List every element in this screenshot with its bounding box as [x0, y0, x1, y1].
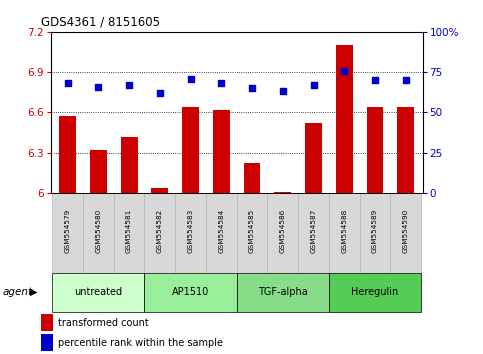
Text: ▶: ▶ [30, 287, 38, 297]
Text: GSM554588: GSM554588 [341, 209, 347, 253]
Bar [237, 273, 329, 312]
Bar [144, 273, 237, 312]
Point [402, 78, 410, 83]
Bar [268, 193, 298, 273]
Text: agent: agent [2, 287, 32, 297]
Bar [329, 193, 360, 273]
Text: GSM554585: GSM554585 [249, 209, 255, 253]
Point [125, 82, 133, 88]
Text: GSM554583: GSM554583 [187, 209, 194, 253]
Bar [151, 188, 168, 193]
Bar [243, 164, 260, 193]
Bar [329, 273, 421, 312]
Bar [397, 107, 414, 193]
Point [371, 78, 379, 83]
Bar [336, 45, 353, 193]
Text: GSM554582: GSM554582 [157, 209, 163, 253]
Bar [274, 192, 291, 193]
Bar [52, 273, 144, 312]
Bar [144, 193, 175, 273]
Bar [213, 110, 230, 193]
Text: Heregulin: Heregulin [351, 287, 398, 297]
Point [341, 68, 348, 73]
Text: GSM554580: GSM554580 [95, 209, 101, 253]
Text: GSM554579: GSM554579 [65, 209, 71, 253]
Bar [41, 314, 53, 331]
Bar [390, 193, 421, 273]
Bar [52, 193, 83, 273]
Bar [206, 193, 237, 273]
Bar [83, 193, 114, 273]
Text: GDS4361 / 8151605: GDS4361 / 8151605 [41, 15, 160, 28]
Text: TGF-alpha: TGF-alpha [258, 287, 308, 297]
Text: untreated: untreated [74, 287, 122, 297]
Point [156, 90, 164, 96]
Bar [114, 193, 144, 273]
Point [279, 88, 286, 94]
Bar [121, 137, 138, 193]
Text: GSM554590: GSM554590 [403, 209, 409, 253]
Text: GSM554586: GSM554586 [280, 209, 286, 253]
Text: GSM554581: GSM554581 [126, 209, 132, 253]
Point [187, 76, 195, 81]
Bar [237, 193, 268, 273]
Text: transformed count: transformed count [58, 318, 149, 327]
Point [310, 82, 317, 88]
Point [64, 81, 71, 86]
Text: GSM554587: GSM554587 [311, 209, 316, 253]
Bar [360, 193, 390, 273]
Text: AP1510: AP1510 [172, 287, 209, 297]
Point [217, 81, 225, 86]
Text: GSM554589: GSM554589 [372, 209, 378, 253]
Bar [298, 193, 329, 273]
Text: GSM554584: GSM554584 [218, 209, 224, 253]
Bar [175, 193, 206, 273]
Text: percentile rank within the sample: percentile rank within the sample [58, 337, 223, 348]
Bar [182, 107, 199, 193]
Bar [90, 150, 107, 193]
Bar [59, 116, 76, 193]
Point [95, 84, 102, 90]
Bar [41, 335, 53, 350]
Bar [367, 107, 384, 193]
Point [248, 85, 256, 91]
Bar [305, 123, 322, 193]
